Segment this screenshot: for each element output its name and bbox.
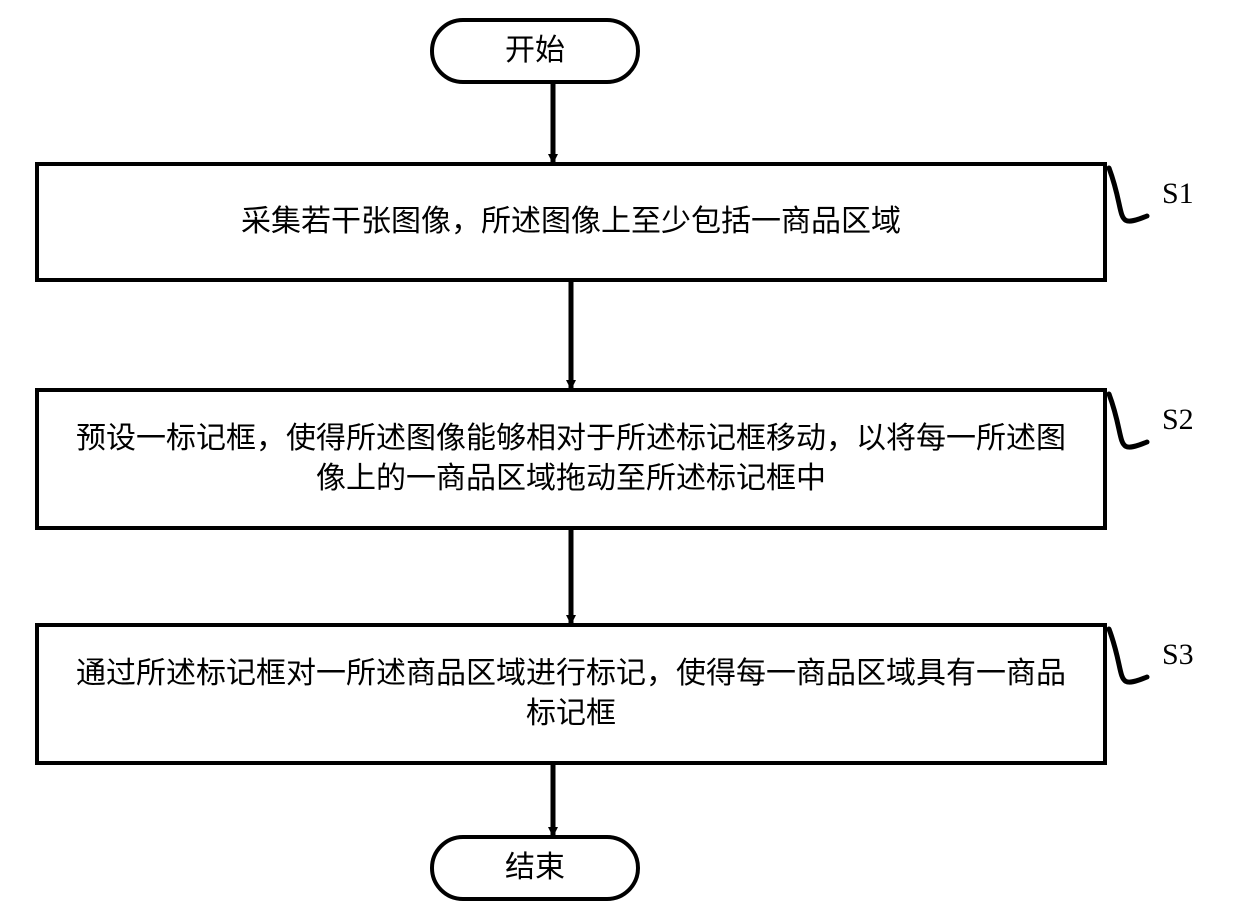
process-s2-text: 预设一标记框，使得所述图像能够相对于所述标记框移动，以将每一所述图像上的一商品区… xyxy=(63,419,1079,500)
process-s1-text: 采集若干张图像，所述图像上至少包括一商品区域 xyxy=(241,202,901,243)
label-swash-s2 xyxy=(1107,386,1151,460)
step-label-s2: S2 xyxy=(1162,403,1194,437)
process-s1: 采集若干张图像，所述图像上至少包括一商品区域 xyxy=(35,162,1107,282)
terminator-start: 开始 xyxy=(430,18,640,84)
terminator-start-text: 开始 xyxy=(505,31,565,72)
process-s3: 通过所述标记框对一所述商品区域进行标记，使得每一商品区域具有一商品标记框 xyxy=(35,623,1107,765)
step-label-s1: S1 xyxy=(1162,177,1194,211)
process-s3-text: 通过所述标记框对一所述商品区域进行标记，使得每一商品区域具有一商品标记框 xyxy=(63,654,1079,735)
flowchart-canvas: 开始 采集若干张图像，所述图像上至少包括一商品区域 预设一标记框，使得所述图像能… xyxy=(0,0,1240,902)
label-swash-s3 xyxy=(1107,621,1151,695)
step-label-s3: S3 xyxy=(1162,638,1194,672)
terminator-end: 结束 xyxy=(430,835,640,901)
terminator-end-text: 结束 xyxy=(505,848,565,889)
label-swash-s1 xyxy=(1107,160,1151,234)
process-s2: 预设一标记框，使得所述图像能够相对于所述标记框移动，以将每一所述图像上的一商品区… xyxy=(35,388,1107,530)
